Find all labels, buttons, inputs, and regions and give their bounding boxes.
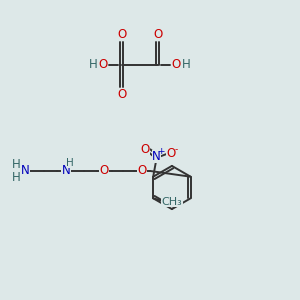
Text: N: N xyxy=(152,150,161,163)
Text: O: O xyxy=(140,142,149,156)
Text: H: H xyxy=(88,58,98,71)
Text: CH₃: CH₃ xyxy=(162,197,182,207)
Text: O: O xyxy=(171,58,180,71)
Text: O: O xyxy=(100,164,109,178)
Text: O: O xyxy=(137,164,146,178)
Text: H: H xyxy=(66,158,74,168)
Text: O: O xyxy=(153,28,162,41)
Text: H: H xyxy=(182,58,190,71)
Text: N: N xyxy=(61,164,70,178)
Text: O: O xyxy=(117,88,126,101)
Text: -: - xyxy=(174,146,178,154)
Text: O: O xyxy=(167,147,176,160)
Text: O: O xyxy=(99,58,108,71)
Text: H: H xyxy=(12,171,21,184)
Text: +: + xyxy=(158,147,165,156)
Text: O: O xyxy=(117,28,126,41)
Text: H: H xyxy=(12,158,21,171)
Text: N: N xyxy=(20,164,29,178)
